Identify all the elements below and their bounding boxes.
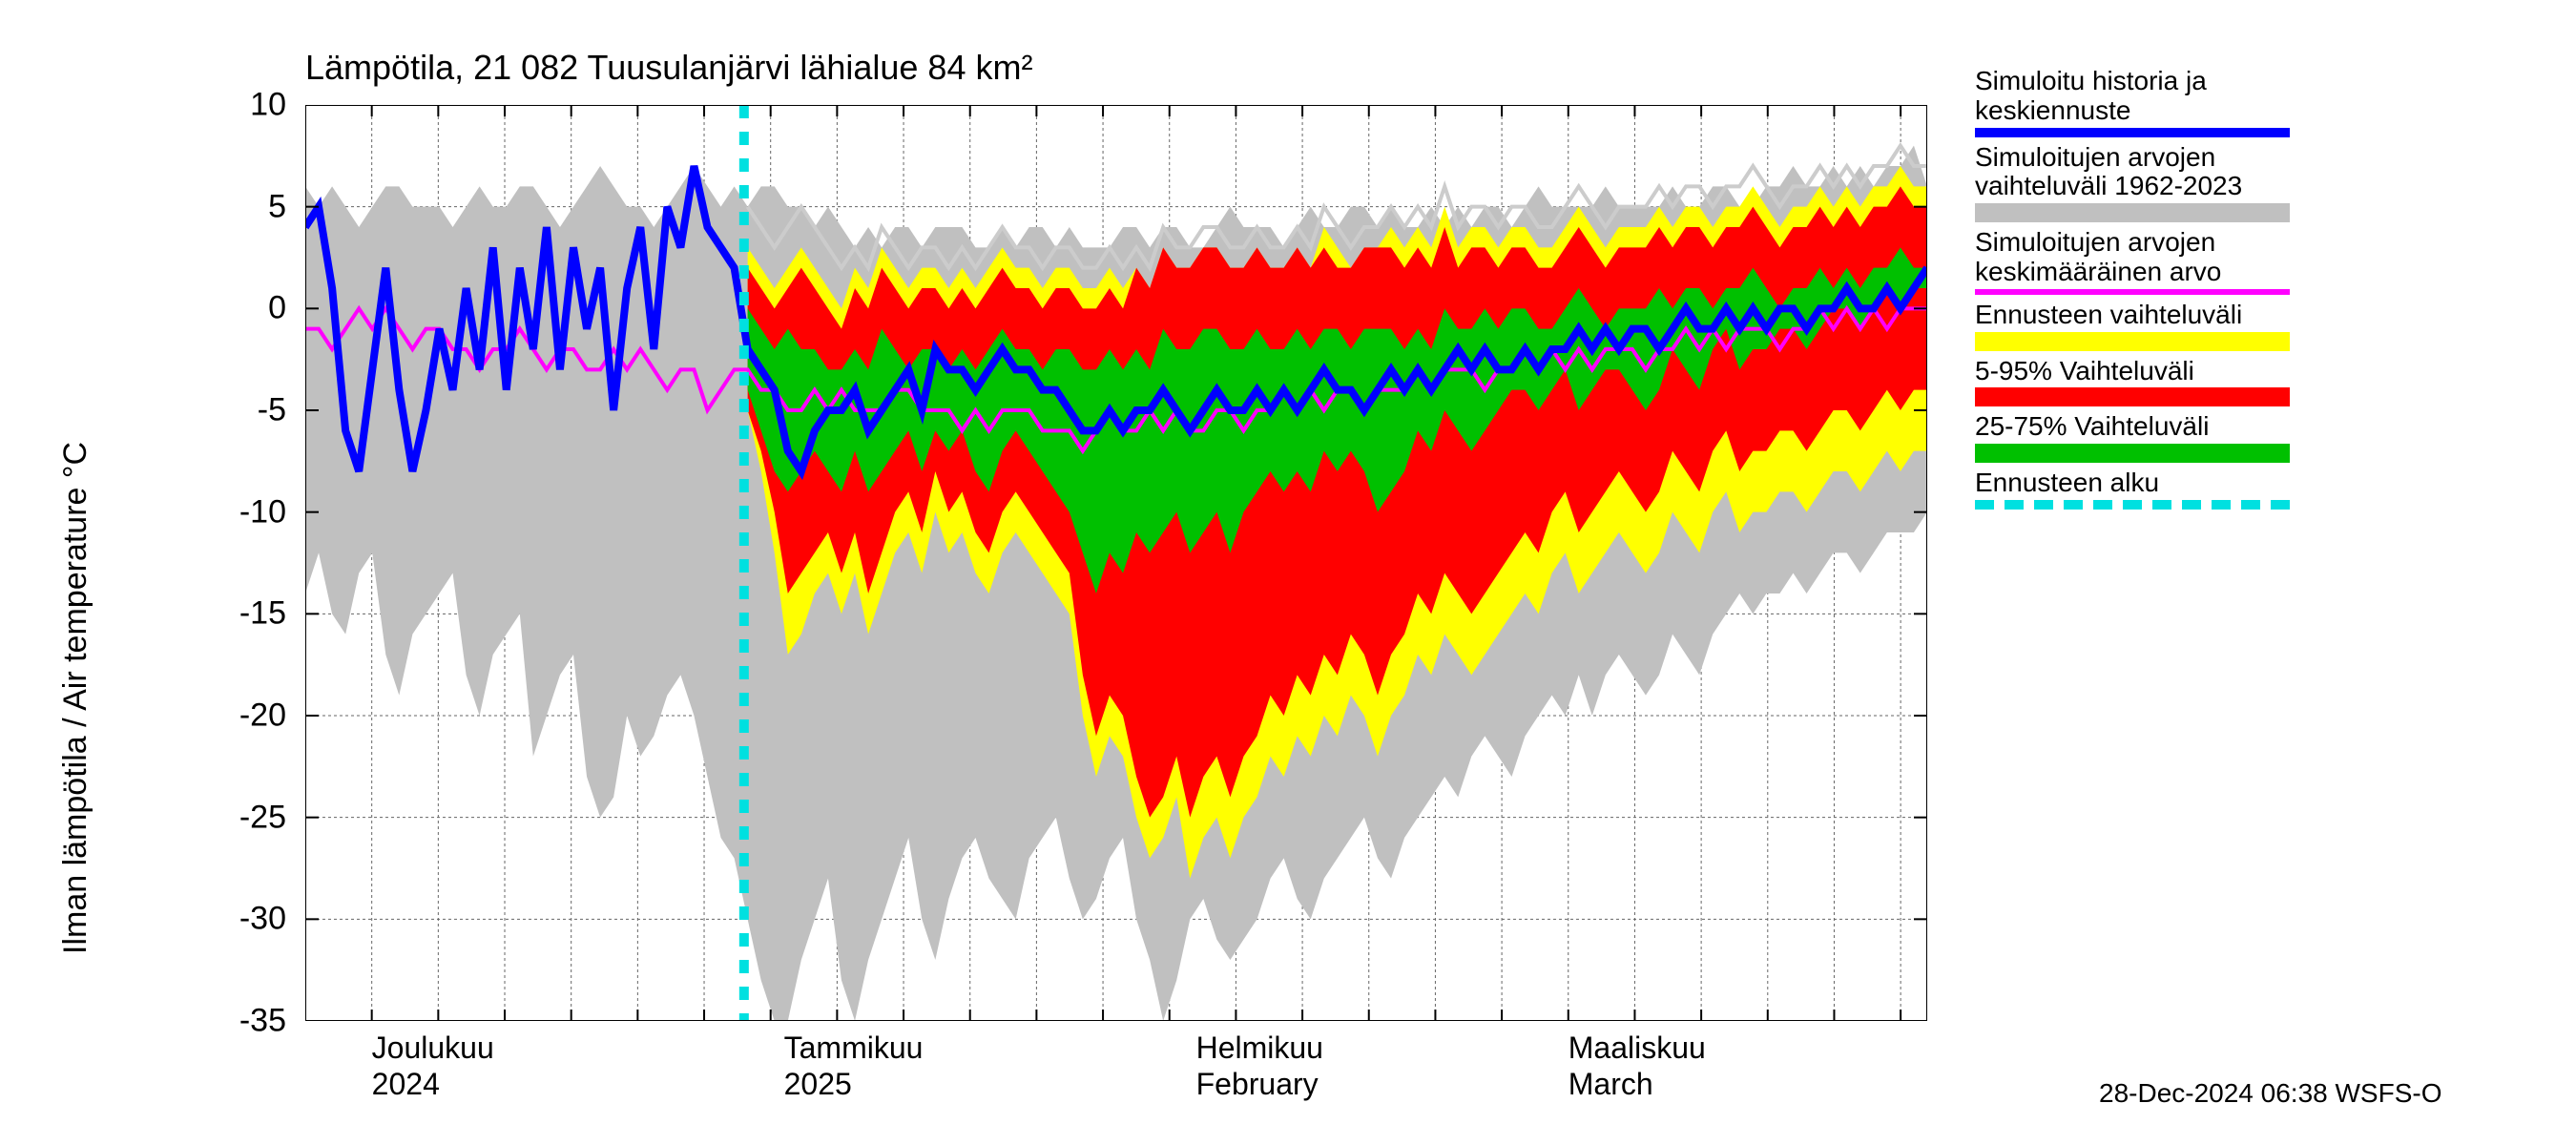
legend-swatch [1975,289,2290,295]
legend-label: Ennusteen alku [1975,468,2309,498]
y-tick-label: 10 [191,87,286,124]
x-month-sublabel: February [1196,1067,1319,1102]
x-month-label: Maaliskuu [1568,1030,1706,1066]
x-month-sublabel: 2024 [372,1067,440,1102]
legend-swatch [1975,128,2290,137]
legend-label: 5-95% Vaihteluväli [1975,357,2309,386]
plot-area [305,105,1927,1021]
legend-swatch [1975,387,2290,406]
y-tick-label: -25 [191,799,286,836]
x-month-label: Helmikuu [1196,1030,1323,1066]
temperature-forecast-figure: Lämpötila, 21 082 Tuusulanjärvi lähialue… [0,0,2576,1145]
legend-label: Ennusteen vaihteluväli [1975,301,2309,330]
legend-label: keskiennuste [1975,96,2309,126]
y-tick-label: 5 [191,188,286,225]
legend-entry: 5-95% Vaihteluväli [1975,357,2309,407]
legend-swatch [1975,500,2290,510]
y-tick-label: -35 [191,1003,286,1040]
legend-entry: Simuloitujen arvojenkeskimääräinen arvo [1975,228,2309,295]
legend-label: Simuloitu historia ja [1975,67,2309,96]
y-axis-label: Ilman lämpötila / Air temperature °C [57,442,94,954]
chart-legend: Simuloitu historia jakeskiennusteSimuloi… [1975,67,2309,515]
legend-swatch [1975,444,2290,463]
y-tick-label: -30 [191,901,286,938]
legend-label: Simuloitujen arvojen [1975,143,2309,173]
x-month-label: Joulukuu [372,1030,494,1066]
chart-title: Lämpötila, 21 082 Tuusulanjärvi lähialue… [305,48,1032,88]
legend-entry: Ennusteen alku [1975,468,2309,510]
legend-label: 25-75% Vaihteluväli [1975,412,2309,442]
x-month-sublabel: March [1568,1067,1653,1102]
y-tick-label: 0 [191,290,286,327]
y-tick-label: -10 [191,493,286,531]
legend-entry: 25-75% Vaihteluväli [1975,412,2309,463]
legend-label: keskimääräinen arvo [1975,258,2309,287]
legend-entry: Simuloitu historia jakeskiennuste [1975,67,2309,137]
legend-swatch [1975,203,2290,222]
x-month-label: Tammikuu [784,1030,924,1066]
legend-swatch [1975,332,2290,351]
chart-footer: 28-Dec-2024 06:38 WSFS-O [2099,1078,2442,1109]
legend-label: vaihteluväli 1962-2023 [1975,172,2309,201]
y-tick-label: -20 [191,697,286,735]
legend-entry: Ennusteen vaihteluväli [1975,301,2309,351]
legend-label: Simuloitujen arvojen [1975,228,2309,258]
legend-entry: Simuloitujen arvojenvaihteluväli 1962-20… [1975,143,2309,223]
y-tick-label: -5 [191,392,286,429]
y-tick-label: -15 [191,595,286,633]
x-month-sublabel: 2025 [784,1067,852,1102]
